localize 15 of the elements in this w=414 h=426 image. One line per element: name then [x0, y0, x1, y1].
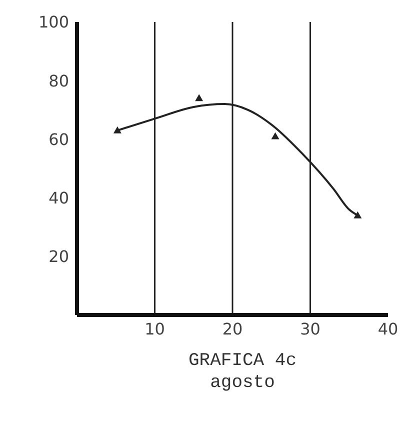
point: [113, 126, 122, 134]
x-tick-label: 40: [378, 319, 398, 338]
text: agosto: [209, 372, 276, 394]
point: [195, 94, 204, 102]
y-tick-label: 80: [48, 71, 69, 90]
text: GRAFICA 4c: [187, 350, 298, 372]
y-tick-label: 40: [48, 188, 69, 208]
y-tick-label: 100: [38, 12, 69, 32]
x-tick-label: 20: [222, 319, 243, 338]
x-tick-label: 10: [144, 319, 165, 338]
y-tick-label: 60: [48, 130, 69, 149]
point: [271, 132, 280, 140]
x-tick-label: 30: [300, 319, 320, 338]
point: [354, 211, 362, 218]
y-tick-label: 20: [48, 247, 69, 266]
